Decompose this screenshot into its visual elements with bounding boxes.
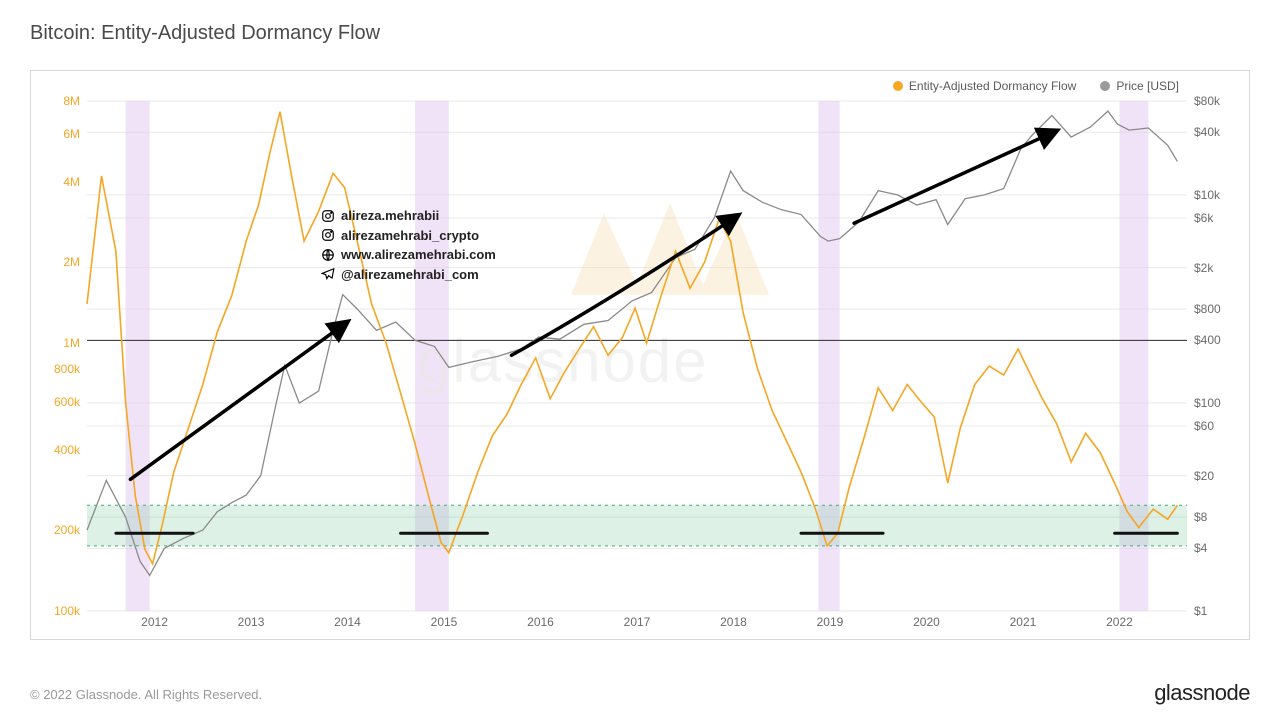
y-right-tick: $2k [1194, 261, 1213, 275]
y-left-tick: 100k [54, 604, 80, 618]
y-right-tick: $400 [1194, 333, 1221, 347]
y-left-tick: 6M [63, 127, 80, 141]
legend-item-flow: Entity-Adjusted Dormancy Flow [893, 79, 1076, 93]
y-right-tick: $20 [1194, 469, 1214, 483]
x-tick: 2022 [1106, 615, 1133, 629]
y-left-tick: 800k [54, 362, 80, 376]
instagram-icon [321, 228, 335, 242]
social-links: alireza.mehrabii alirezamehrabi_crypto w… [321, 206, 496, 284]
copyright-text: © 2022 Glassnode. All Rights Reserved. [30, 687, 262, 702]
y-left-tick: 1M [63, 336, 80, 350]
x-axis: 2012 2013 2014 2015 2016 2017 2018 2019 2020 2021… [87, 615, 1187, 635]
y-axis-right: $1$4$8$20$60$100$400$800$2k$6k$10k$40k$8… [1190, 101, 1246, 611]
x-tick: 2013 [238, 615, 265, 629]
plot-area: glassnode [87, 101, 1187, 611]
legend-item-price: Price [USD] [1100, 79, 1179, 93]
y-right-tick: $100 [1194, 396, 1221, 410]
y-left-tick: 400k [54, 443, 80, 457]
x-tick: 2016 [527, 615, 554, 629]
legend-label-flow: Entity-Adjusted Dormancy Flow [909, 79, 1076, 93]
y-right-tick: $4 [1194, 541, 1207, 555]
telegram-icon [321, 267, 335, 281]
x-tick: 2012 [141, 615, 168, 629]
y-right-tick: $10k [1194, 188, 1220, 202]
y-right-tick: $60 [1194, 419, 1214, 433]
legend: Entity-Adjusted Dormancy Flow Price [USD… [893, 79, 1179, 93]
instagram-handle-2: alirezamehrabi_crypto [321, 226, 496, 246]
y-right-tick: $6k [1194, 211, 1213, 225]
y-right-tick: $80k [1194, 94, 1220, 108]
x-tick: 2017 [624, 615, 651, 629]
instagram-icon [321, 209, 335, 223]
instagram-handle-1: alireza.mehrabii [321, 206, 496, 226]
legend-swatch-flow [893, 81, 903, 91]
y-right-tick: $1 [1194, 604, 1207, 618]
y-left-tick: 8M [63, 94, 80, 108]
x-tick: 2021 [1010, 615, 1037, 629]
y-right-tick: $800 [1194, 302, 1221, 316]
chart-title: Bitcoin: Entity-Adjusted Dormancy Flow [30, 22, 380, 45]
x-tick: 2015 [431, 615, 458, 629]
x-tick: 2014 [334, 615, 361, 629]
plot-svg: glassnode [87, 101, 1187, 611]
legend-label-price: Price [USD] [1116, 79, 1179, 93]
globe-icon [321, 248, 335, 262]
y-left-tick: 600k [54, 395, 80, 409]
y-left-tick: 2M [63, 255, 80, 269]
brand-logo: glassnode [1154, 680, 1250, 706]
green-zone [87, 505, 1187, 546]
y-left-tick: 200k [54, 523, 80, 537]
legend-swatch-price [1100, 81, 1110, 91]
x-tick: 2019 [817, 615, 844, 629]
y-right-tick: $40k [1194, 125, 1220, 139]
telegram-handle: @alirezamehrabi_com [321, 265, 496, 285]
chart-frame: Entity-Adjusted Dormancy Flow Price [USD… [30, 70, 1250, 640]
y-axis-left: 100k200k400k600k800k1M2M4M6M8M [34, 101, 84, 611]
x-tick: 2020 [913, 615, 940, 629]
x-tick: 2018 [720, 615, 747, 629]
y-right-tick: $8 [1194, 510, 1207, 524]
y-left-tick: 4M [63, 175, 80, 189]
website-link: www.alirezamehrabi.com [321, 245, 496, 265]
arrows [130, 131, 1056, 480]
